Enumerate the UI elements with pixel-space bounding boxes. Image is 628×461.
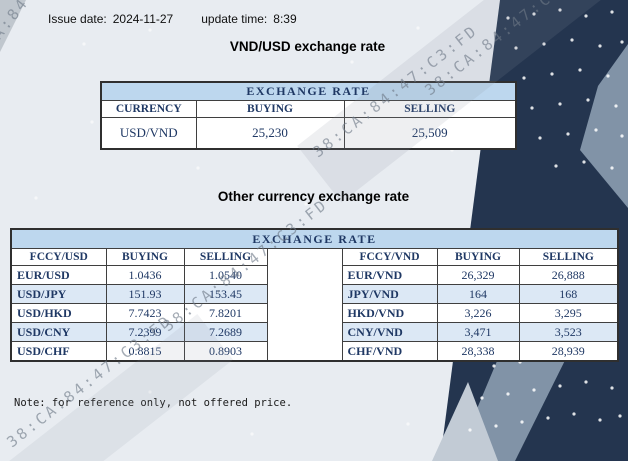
table-banner-row: EXCHANGE RATE <box>100 81 517 101</box>
vnd-usd-section-title: VND/USD exchange rate <box>229 39 386 54</box>
buying-cell: 7.7423 <box>105 303 185 323</box>
selling-cell: 7.8201 <box>183 303 268 323</box>
spacer-cell <box>266 341 343 361</box>
table-row: EUR/USD 1.0436 1.0540 EUR/VND 26,329 26,… <box>10 265 619 285</box>
update-time-value: 8:39 <box>273 12 297 26</box>
buying-cell: 7.2399 <box>105 322 185 342</box>
table-row: USD/JPY 151.93 153.45 JPY/VND 164 168 <box>10 284 619 304</box>
issue-date-value: 2024-11-27 <box>112 12 174 26</box>
buying-cell: 151.93 <box>105 284 185 304</box>
pair-cell: EUR/VND <box>341 265 438 285</box>
spacer-cell <box>266 248 343 266</box>
buying-cell: 26,329 <box>436 265 520 285</box>
currency-pair-cell: USD/VND <box>100 117 197 150</box>
selling-cell: 28,939 <box>518 341 619 362</box>
buying-cell: 3,226 <box>436 303 520 323</box>
table-header-row: CURRENCY BUYING SELLING <box>100 100 517 118</box>
issue-date-label: Issue date: <box>48 12 107 26</box>
selling-cell: 0.8903 <box>183 341 268 362</box>
other-currency-rate-table: EXCHANGE RATE FCCY/USD BUYING SELLING FC… <box>10 228 620 362</box>
vnd-usd-rate-table: EXCHANGE RATE CURRENCY BUYING SELLING US… <box>100 81 518 150</box>
table-banner: EXCHANGE RATE <box>100 81 517 101</box>
col-header-fccy-vnd: FCCY/VND <box>341 248 438 266</box>
pair-cell: JPY/VND <box>341 284 438 304</box>
pair-cell: CNY/VND <box>341 322 438 342</box>
pair-cell: USD/JPY <box>10 284 107 304</box>
pair-cell: HKD/VND <box>341 303 438 323</box>
col-header-buying-left: BUYING <box>105 248 185 266</box>
col-header-currency: CURRENCY <box>100 100 197 118</box>
pair-cell: EUR/USD <box>10 265 107 285</box>
spacer-cell <box>266 265 343 285</box>
selling-cell: 3,295 <box>518 303 619 323</box>
spacer-cell <box>266 322 343 342</box>
pair-cell: CHF/VND <box>341 341 438 362</box>
col-header-selling: SELLING <box>343 100 517 118</box>
spacer-cell <box>266 284 343 304</box>
selling-cell: 1.0540 <box>183 265 268 285</box>
document-meta: Issue date: 2024-11-27 update time: 8:39 <box>48 12 297 26</box>
selling-cell: 168 <box>518 284 619 304</box>
table-row: USD/HKD 7.7423 7.8201 HKD/VND 3,226 3,29… <box>10 303 619 323</box>
buying-rate-cell: 25,230 <box>195 117 345 150</box>
table-row: USD/CNY 7.2399 7.2689 CNY/VND 3,471 3,52… <box>10 322 619 342</box>
table-header-row: FCCY/USD BUYING SELLING FCCY/VND BUYING … <box>10 248 619 266</box>
update-time-label: update time: <box>201 12 268 26</box>
buying-cell: 28,338 <box>436 341 520 362</box>
selling-rate-cell: 25,509 <box>343 117 517 150</box>
col-header-fccy-usd: FCCY/USD <box>10 248 107 266</box>
col-header-selling-left: SELLING <box>183 248 268 266</box>
buying-cell: 164 <box>436 284 520 304</box>
col-header-buying: BUYING <box>195 100 345 118</box>
buying-cell: 1.0436 <box>105 265 185 285</box>
table-row: USD/CHF 0.8815 0.8903 CHF/VND 28,338 28,… <box>10 341 619 362</box>
disclaimer-note: Note: for reference only, not offered pr… <box>14 397 293 409</box>
pair-cell: USD/CNY <box>10 322 107 342</box>
table-row: USD/VND 25,230 25,509 <box>100 117 517 150</box>
pair-cell: USD/CHF <box>10 341 107 362</box>
selling-cell: 7.2689 <box>183 322 268 342</box>
selling-cell: 26,888 <box>518 265 619 285</box>
selling-cell: 3,523 <box>518 322 619 342</box>
table-banner-row: EXCHANGE RATE <box>10 228 619 249</box>
spacer-cell <box>266 303 343 323</box>
buying-cell: 0.8815 <box>105 341 185 362</box>
pair-cell: USD/HKD <box>10 303 107 323</box>
col-header-buying-right: BUYING <box>436 248 520 266</box>
other-currency-section-title: Other currency exchange rate <box>217 189 410 204</box>
buying-cell: 3,471 <box>436 322 520 342</box>
table-banner: EXCHANGE RATE <box>10 228 619 249</box>
selling-cell: 153.45 <box>183 284 268 304</box>
col-header-selling-right: SELLING <box>518 248 619 266</box>
